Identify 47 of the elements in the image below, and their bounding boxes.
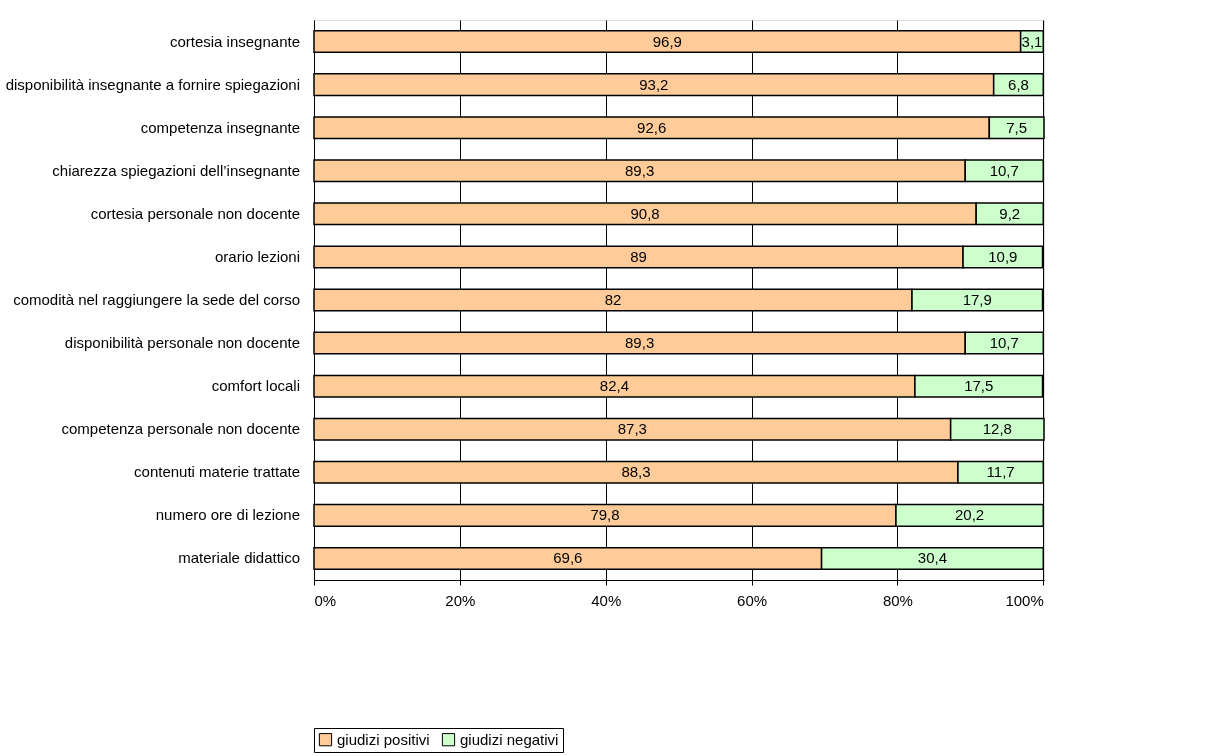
data-label: 20,2	[955, 506, 985, 524]
y-tick-label: cortesia personale non docente	[90, 204, 300, 222]
x-tick-label: 60%	[737, 591, 768, 609]
data-label: 10,9	[988, 247, 1018, 265]
legend-label: giudizi positivi	[337, 730, 430, 748]
y-tick-label: chiarezza spiegazioni dell’insegnante	[52, 161, 300, 179]
y-tick-label: contenuti materie trattate	[134, 463, 300, 481]
data-label: 82	[604, 291, 622, 308]
y-tick-label: comodità nel raggiungere la sede del corso	[13, 291, 300, 308]
x-tick-label: 0%	[314, 591, 337, 609]
y-tick-label: cortesia insegnante	[169, 32, 300, 50]
data-label: 90,8	[630, 204, 660, 222]
y-tick-label: orario lezioni	[214, 247, 300, 265]
data-label: 30,4	[917, 549, 948, 567]
y-tick-label: competenza personale non docente	[61, 420, 300, 438]
data-label: 10,7	[989, 161, 1019, 179]
x-tick-label: 100%	[1005, 591, 1044, 609]
data-label: 10,7	[989, 334, 1019, 352]
data-label: 11,7	[986, 463, 1015, 481]
data-label: 79,8	[590, 506, 620, 524]
data-label: 89,3	[625, 161, 655, 179]
y-tick-label: comfort locali	[211, 377, 300, 395]
x-tick-label: 40%	[591, 591, 622, 609]
data-label: 96,9	[652, 32, 682, 50]
x-tick-label: 80%	[882, 591, 913, 609]
data-label: 88,3	[621, 463, 651, 481]
data-label: 9,2	[999, 204, 1021, 222]
data-label: 3,1	[1021, 32, 1043, 50]
data-label: 92,6	[637, 118, 667, 136]
data-label: 82,4	[599, 377, 630, 395]
data-label: 93,2	[639, 75, 669, 93]
data-label: 17,9	[962, 291, 992, 308]
data-label: 12,8	[982, 420, 1012, 438]
data-label: 6,8	[1008, 75, 1029, 93]
y-tick-label: numero ore di lezione	[155, 506, 300, 524]
y-tick-label: disponibilità personale non docente	[64, 334, 300, 352]
data-label: 89	[630, 247, 647, 265]
data-label: 89,3	[625, 334, 655, 352]
data-label: 17,5	[964, 377, 994, 395]
legend-label: giudizi negativi	[460, 730, 559, 748]
x-tick-label: 20%	[445, 591, 476, 609]
y-tick-label: competenza insegnante	[140, 118, 300, 136]
data-label: 69,6	[553, 549, 583, 567]
data-label: 7,5	[1006, 118, 1028, 136]
y-tick-label: materiale didattico	[178, 549, 300, 567]
y-tick-label: disponibilità insegnante a fornire spiegazioni	[5, 75, 300, 93]
data-label: 87,3	[617, 420, 647, 438]
